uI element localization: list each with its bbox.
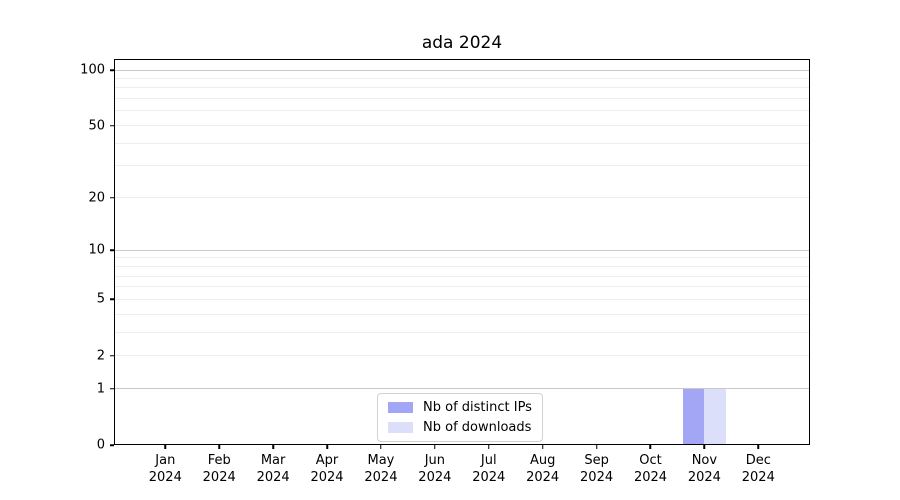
x-tick-mark	[488, 445, 490, 449]
y-tick-label: 5	[96, 291, 105, 307]
y-tick-label: 1	[96, 381, 105, 397]
gridline-minor	[114, 257, 810, 259]
y-tick-mark	[110, 249, 114, 251]
x-tick-mark	[703, 445, 706, 449]
y-tick-mark	[110, 69, 114, 71]
x-tick-label: Aug 2024	[526, 453, 560, 485]
x-tick-mark	[649, 445, 652, 449]
y-tick-mark	[110, 387, 114, 390]
gridline-minor	[114, 142, 810, 144]
gridline-major	[114, 249, 810, 251]
x-tick-label: Feb 2024	[202, 453, 236, 485]
gridline-minor	[114, 125, 810, 127]
x-tick-mark	[434, 445, 436, 449]
x-tick-mark	[757, 445, 760, 449]
gridline-minor	[114, 77, 810, 79]
y-tick-label: 10	[88, 242, 105, 258]
y-tick-label: 0	[96, 437, 105, 453]
x-tick-label: Jul 2024	[472, 453, 506, 485]
gridline-major	[114, 69, 810, 71]
y-tick-mark	[110, 354, 114, 357]
y-tick-label: 2	[96, 348, 105, 364]
legend-item-downloads: Nb of downloads	[388, 420, 532, 435]
legend-swatch-downloads	[388, 422, 413, 433]
legend-label-distinct-ips: Nb of distinct IPs	[423, 400, 532, 415]
gridline-minor	[114, 331, 810, 333]
x-tick-label: Jan 2024	[148, 453, 182, 485]
x-tick-label: Mar 2024	[256, 453, 290, 485]
x-tick-mark	[326, 445, 328, 449]
gridline-minor	[114, 98, 810, 100]
gridline-minor	[114, 87, 810, 89]
gridline-minor	[114, 275, 810, 277]
y-tick-mark	[110, 124, 114, 127]
y-tick-label: 100	[80, 62, 105, 78]
x-tick-label: Sep 2024	[580, 453, 614, 485]
gridline-minor	[114, 110, 810, 112]
gridline-minor	[114, 313, 810, 315]
y-tick-mark	[110, 298, 114, 301]
bar	[682, 388, 705, 445]
x-tick-mark	[164, 445, 167, 449]
legend: Nb of distinct IPs Nb of downloads	[377, 393, 543, 442]
gridline-minor	[114, 265, 810, 267]
x-tick-label: Oct 2024	[633, 453, 668, 485]
x-tick-label: Dec 2024	[741, 453, 775, 485]
x-tick-mark	[380, 445, 382, 449]
x-tick-label: Nov 2024	[687, 453, 721, 485]
x-tick-label: Apr 2024	[310, 453, 344, 485]
x-tick-label: May 2024	[364, 453, 398, 485]
x-tick-mark	[272, 445, 274, 449]
gridline-minor	[114, 197, 810, 199]
x-tick-mark	[218, 445, 220, 449]
gridline-minor	[114, 298, 810, 300]
y-tick-label: 20	[88, 190, 105, 206]
bar	[704, 388, 726, 445]
legend-label-downloads: Nb of downloads	[423, 420, 532, 435]
y-tick-mark	[110, 196, 114, 199]
plot-area: Nb of distinct IPs Nb of downloads 0 1 2 5 1…	[80, 59, 810, 485]
chart-title: ada 2024	[421, 33, 503, 53]
x-tick-mark	[595, 445, 598, 449]
gridline-minor	[114, 165, 810, 167]
x-tick-label: Jun 2024	[418, 453, 452, 485]
legend-item-distinct-ips: Nb of distinct IPs	[388, 400, 532, 415]
y-tick-label: 50	[88, 118, 105, 134]
y-tick-mark	[110, 444, 114, 446]
gridline-major	[114, 388, 810, 390]
x-tick-mark	[541, 445, 544, 449]
gridline-minor	[114, 286, 810, 288]
legend-swatch-distinct-ips	[388, 402, 413, 413]
gridline-minor	[114, 355, 810, 357]
